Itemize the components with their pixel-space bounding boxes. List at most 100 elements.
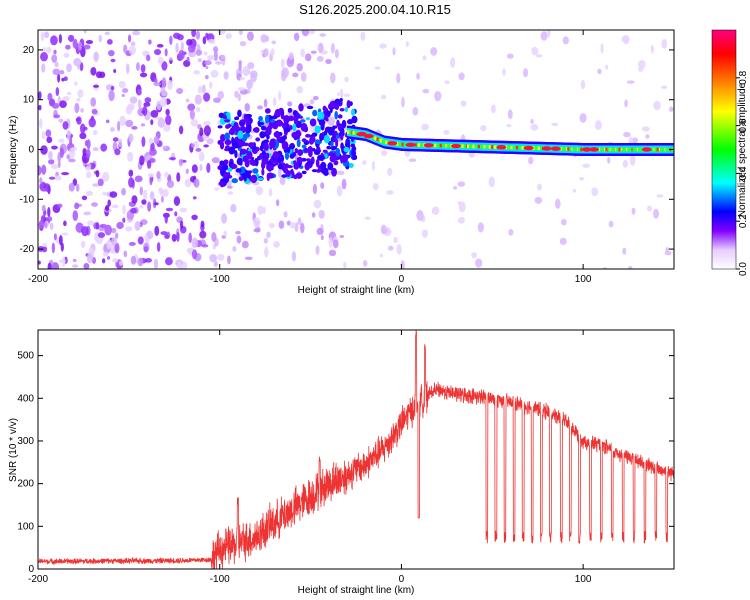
heatmap-cell [287, 107, 293, 113]
heatmap-cell [530, 119, 534, 124]
heatmap-cell [239, 166, 246, 175]
heatmap-cell [597, 68, 602, 75]
chart-title: S126.2025.200.04.10.R15 [299, 2, 451, 17]
heatmap-cell [488, 176, 495, 188]
heatmap-cell [140, 64, 146, 73]
heatmap-cell [270, 48, 275, 56]
heatmap-cell [197, 58, 202, 63]
heatmap-cell [220, 55, 226, 60]
heatmap-cell [55, 87, 60, 97]
heatmap-cell [147, 201, 152, 212]
heatmap-cell [59, 100, 67, 109]
heatmap-cell [234, 90, 239, 99]
heatmap-cell [153, 82, 161, 87]
heatmap-cell [281, 70, 287, 82]
heatmap-cell [344, 142, 350, 148]
heatmap-cell [320, 182, 325, 190]
signal-hotspot [450, 143, 461, 149]
heatmap-cell [292, 116, 299, 121]
heatmap-cell [161, 77, 167, 88]
heatmap-cell [143, 189, 148, 201]
heatmap-cell [169, 35, 173, 46]
heatmap-cell [62, 95, 70, 102]
heatmap-cell [457, 216, 466, 224]
heatmap-cell [105, 204, 110, 212]
heatmap-cell [242, 65, 250, 77]
heatmap-cell [159, 96, 168, 108]
signal-hotspot [387, 141, 398, 146]
heatmap-cell [247, 123, 252, 133]
heatmap-cell [72, 258, 77, 263]
heatmap-cell [48, 159, 55, 165]
heatmap-cell [223, 230, 228, 237]
heatmap-cell [264, 108, 271, 114]
heatmap-cell [118, 260, 124, 266]
heatmap-cell [68, 147, 76, 159]
heatmap-cell [211, 231, 217, 242]
heatmap-cell [334, 110, 339, 120]
heatmap-cell [157, 56, 164, 65]
heatmap-cell [343, 261, 347, 269]
heatmap-cell [195, 30, 201, 40]
heatmap-cell [293, 162, 300, 170]
heatmap-cell [38, 165, 42, 176]
heatmap-cell [333, 160, 339, 166]
heatmap-cell [127, 34, 132, 43]
heatmap-cell [340, 128, 345, 136]
heatmap-cell [325, 59, 332, 65]
heatmap-cell [97, 232, 106, 238]
heatmap-cell [638, 59, 646, 69]
signal-hotspot [541, 146, 552, 151]
heatmap-cell [284, 151, 290, 160]
heatmap-cell [255, 137, 261, 142]
heatmap-cell [172, 32, 181, 39]
heatmap-cell [327, 116, 335, 126]
heatmap-cell [310, 50, 317, 54]
heatmap-cell [160, 195, 164, 203]
heatmap-cell [309, 135, 316, 144]
heatmap-cell [90, 67, 97, 76]
heatmap-cell [184, 178, 192, 188]
heatmap-cell [265, 152, 270, 158]
heatmap-cell [241, 173, 247, 179]
heatmap-cell [195, 147, 202, 152]
heatmap-cell [118, 138, 123, 148]
heatmap-cell [253, 127, 260, 133]
heatmap-cell [337, 114, 343, 119]
heatmap-cell [392, 47, 396, 56]
heatmap-cell [346, 119, 354, 125]
heatmap-cell [661, 85, 668, 89]
heatmap-cell [264, 246, 269, 258]
signal-hotspot [523, 145, 534, 151]
heatmap-cell [156, 171, 161, 180]
heatmap-cell [315, 245, 320, 255]
heatmap-cell [109, 191, 118, 198]
heatmap-cell [76, 116, 82, 125]
colorbar: 0.0 0.2 0.4 0.6 0.8 Normalized spectral ampl… [711, 29, 749, 276]
heatmap-cell [165, 108, 170, 116]
heatmap-cell [278, 220, 285, 229]
heatmap-cell [252, 168, 259, 174]
heatmap-cell [453, 185, 458, 190]
heatmap-cell [209, 254, 218, 263]
heatmap-cell [77, 89, 84, 98]
heatmap-cell [191, 214, 198, 221]
heatmap-cell [205, 32, 209, 39]
heatmap-cell [112, 258, 119, 263]
heatmap-cell [412, 106, 419, 116]
heatmap-cell [136, 62, 140, 72]
heatmap-cell [645, 134, 650, 139]
heatmap-cell [653, 208, 660, 219]
heatmap-cell [324, 153, 328, 159]
heatmap-cell [161, 61, 168, 71]
heatmap-cell [190, 119, 199, 127]
heatmap-cell [227, 167, 233, 173]
heatmap-cell [91, 202, 98, 207]
heatmap-cell [283, 211, 288, 218]
heatmap-cell [137, 99, 142, 109]
heatmap-cell [104, 31, 110, 36]
snr-y-axis-label: SNR (10 * v/v) [8, 418, 19, 482]
heatmap-cell [149, 191, 155, 201]
heatmap-cell [460, 100, 467, 107]
